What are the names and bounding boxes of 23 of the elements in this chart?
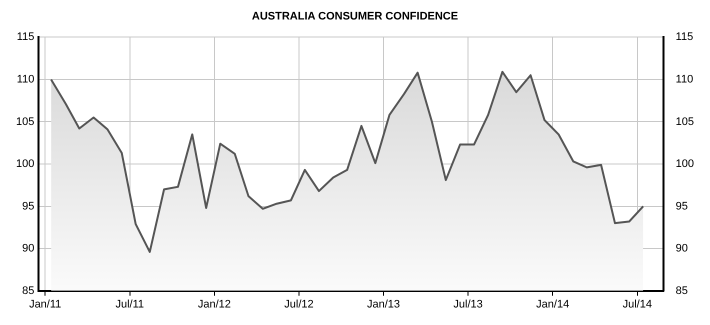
y2-tick-label: 115 xyxy=(676,31,694,44)
x-tick-label: Jul/11 xyxy=(115,298,144,310)
y2-tick-label: 90 xyxy=(676,242,688,255)
x-tick-label: Jan/11 xyxy=(29,298,62,310)
y-tick-label: 95 xyxy=(22,200,34,212)
y-tick-label: 105 xyxy=(16,116,34,128)
y2-tick-label: 85 xyxy=(676,284,688,297)
x-tick-label: Jan/12 xyxy=(198,298,231,310)
x-tick-label: Jul/14 xyxy=(622,298,652,310)
y2-tick-label: 110 xyxy=(676,74,694,86)
y-tick-label: 100 xyxy=(16,158,34,170)
x-tick-label: Jan/13 xyxy=(367,298,400,310)
chart-title: AUSTRALIA CONSUMER CONFIDENCE xyxy=(252,10,458,23)
x-tick-label: Jan/14 xyxy=(536,298,570,310)
x-tick-label: Jul/12 xyxy=(284,298,314,310)
y-tick-label: 110 xyxy=(16,74,34,86)
y-tick-label: 90 xyxy=(22,242,34,255)
y2-tick-label: 95 xyxy=(676,200,688,212)
y-tick-label: 115 xyxy=(16,31,34,44)
y2-tick-label: 105 xyxy=(676,116,694,128)
y-tick-label: 85 xyxy=(22,284,34,297)
y2-tick-label: 100 xyxy=(676,158,694,170)
x-tick-label: Jul/13 xyxy=(453,298,483,310)
